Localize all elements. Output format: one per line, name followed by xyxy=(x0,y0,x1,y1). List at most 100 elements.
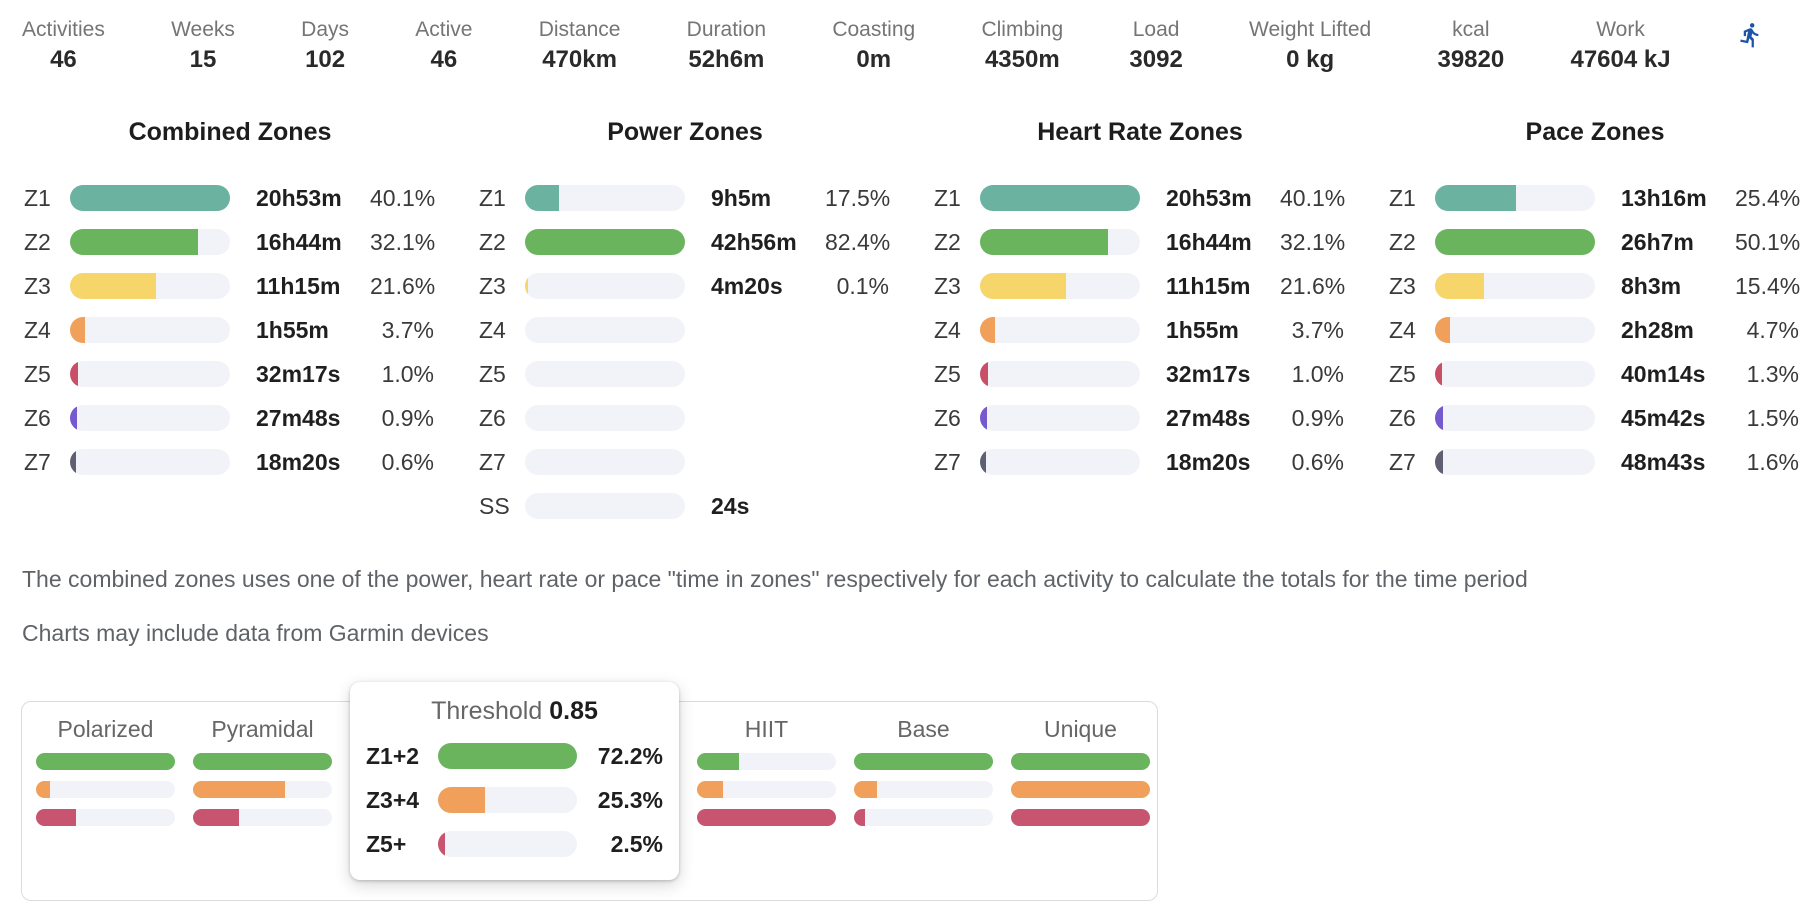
distribution-card-label: Base xyxy=(897,716,950,742)
mini-bar-track xyxy=(1011,809,1150,826)
zone-bar-track xyxy=(1435,405,1595,431)
zone-bar-fill xyxy=(980,317,995,343)
zone-percent: 0.1% xyxy=(836,272,889,299)
zone-row-pace-zones-z7: Z7 48m43s 1.6% xyxy=(1385,440,1805,484)
zone-label: Z4 xyxy=(934,316,961,343)
mini-bar-fill xyxy=(193,781,285,798)
mini-bar-fill xyxy=(1011,809,1150,826)
zone-percent: 1.0% xyxy=(1291,360,1344,387)
zone-bar-fill xyxy=(980,229,1108,255)
stat-weeks: Weeks 15 xyxy=(171,16,235,76)
zone-time: 11h15m xyxy=(256,272,341,299)
mini-bar-track xyxy=(854,753,993,770)
zone-bar-track xyxy=(1435,449,1595,475)
dist-card-unique[interactable]: Unique xyxy=(1011,716,1150,826)
stat-label: Activities xyxy=(22,18,105,41)
threshold-zone-label: Z3+4 xyxy=(366,786,420,813)
zone-label: Z4 xyxy=(24,316,51,343)
mini-bar-fill xyxy=(193,809,239,826)
threshold-tooltip-title: Threshold 0.85 xyxy=(366,696,663,726)
zone-percent: 15.4% xyxy=(1735,272,1801,299)
mini-bar-track xyxy=(854,781,993,798)
zone-bar-track xyxy=(525,449,685,475)
stat-duration: Duration 52h6m xyxy=(687,16,766,76)
stat-activities: Activities 46 xyxy=(22,16,105,76)
zone-percent: 40.1% xyxy=(1280,184,1346,211)
zone-row-combined-zones-z5: Z5 32m17s 1.0% xyxy=(20,352,440,396)
zone-bar-fill xyxy=(525,229,685,255)
zone-bar-fill xyxy=(1435,361,1442,387)
zone-bar-track xyxy=(1435,361,1595,387)
mini-bar-fill xyxy=(193,753,332,770)
chart-title: Pace Zones xyxy=(1525,118,1665,146)
zone-row-combined-zones-z7: Z7 18m20s 0.6% xyxy=(20,440,440,484)
runner-icon[interactable] xyxy=(1737,20,1764,50)
mini-bar-fill xyxy=(1011,781,1150,798)
threshold-tooltip: Threshold 0.85 Z1+2 72.2% Z3+4 25.3% Z5+… xyxy=(350,682,679,880)
zone-time: 45m42s xyxy=(1621,404,1706,431)
zone-row-pace-zones-z5: Z5 40m14s 1.3% xyxy=(1385,352,1805,396)
stat-label: Weight Lifted xyxy=(1249,18,1372,41)
zone-percent: 1.0% xyxy=(381,360,434,387)
mini-bar-track xyxy=(697,809,836,826)
zone-bar-fill xyxy=(980,405,987,431)
zone-label: Z5 xyxy=(479,360,506,387)
mini-bar-track xyxy=(193,753,332,770)
stat-label: Load xyxy=(1132,18,1180,41)
chart-title: Power Zones xyxy=(607,118,763,146)
dist-card-polarized[interactable]: Polarized xyxy=(36,716,175,826)
zone-bar-track xyxy=(980,229,1140,255)
stat-work: Work 47604 kJ xyxy=(1570,16,1670,76)
zone-label: Z5 xyxy=(24,360,51,387)
zone-bar-fill xyxy=(1435,405,1443,431)
zone-bar-track xyxy=(525,493,685,519)
zone-label: Z3 xyxy=(479,272,506,299)
stat-climbing: Climbing 4350m xyxy=(981,16,1063,76)
mini-bar-track xyxy=(1011,781,1150,798)
distribution-card-label: HIIT xyxy=(744,716,789,742)
zone-label: Z7 xyxy=(479,448,506,475)
sport-summary xyxy=(1737,16,1790,50)
zone-label: Z6 xyxy=(479,404,506,431)
mini-bar-track xyxy=(193,781,332,798)
zone-time: 27m48s xyxy=(1166,404,1251,431)
threshold-percent: 72.2% xyxy=(597,742,663,769)
zone-row-heart-rate-zones-z5: Z5 32m17s 1.0% xyxy=(930,352,1350,396)
zone-label: Z1 xyxy=(24,184,51,211)
chart-heart-rate-zones: Heart Rate Zones Z1 20h53m 40.1% Z2 16h4… xyxy=(930,116,1350,484)
distribution-card-label: Unique xyxy=(1044,716,1117,742)
zone-label: Z1 xyxy=(934,184,961,211)
zone-label: Z4 xyxy=(1389,316,1416,343)
dist-card-pyramidal[interactable]: Pyramidal xyxy=(193,716,332,826)
zone-percent: 3.7% xyxy=(1291,316,1344,343)
zone-bar-fill xyxy=(525,273,528,299)
zone-bar-track xyxy=(525,229,685,255)
dist-card-base[interactable]: Base xyxy=(854,716,993,826)
zone-time: 11h15m xyxy=(1166,272,1251,299)
zone-time: 26h7m xyxy=(1621,228,1694,255)
zone-time: 4m20s xyxy=(711,272,783,299)
zone-row-pace-zones-z2: Z2 26h7m 50.1% xyxy=(1385,220,1805,264)
zone-bar-fill xyxy=(1435,229,1595,255)
stat-days: Days 102 xyxy=(301,16,349,76)
zone-row-heart-rate-zones-z2: Z2 16h44m 32.1% xyxy=(930,220,1350,264)
stat-coasting: Coasting 0m xyxy=(832,16,915,76)
zone-bar-track xyxy=(525,273,685,299)
zone-percent: 32.1% xyxy=(1280,228,1346,255)
zone-label: Z1 xyxy=(479,184,506,211)
mini-bar-fill xyxy=(36,781,50,798)
zone-bar-fill xyxy=(980,185,1140,211)
stat-value: 46 xyxy=(430,46,458,73)
stat-label: Coasting xyxy=(832,18,916,41)
zone-bar-track xyxy=(70,317,230,343)
notes: The combined zones uses one of the power… xyxy=(22,564,1792,648)
zone-row-power-zones-z7: Z7 xyxy=(475,440,895,484)
threshold-bar-track xyxy=(438,831,577,857)
zone-label: Z5 xyxy=(934,360,961,387)
zone-label: Z1 xyxy=(1389,184,1416,211)
zone-bar-track xyxy=(525,317,685,343)
combined-zones-note: The combined zones uses one of the power… xyxy=(22,566,1528,592)
zone-time: 42h56m xyxy=(711,228,797,255)
dist-card-hiit[interactable]: HIIT xyxy=(697,716,836,826)
zone-label: Z2 xyxy=(24,228,51,255)
